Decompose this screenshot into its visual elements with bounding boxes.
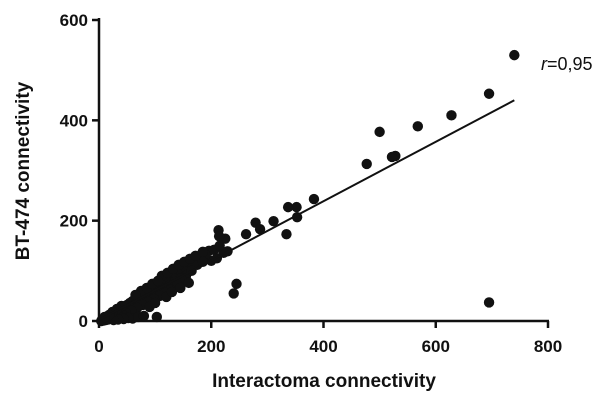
- x-axis-title: Interactoma connectivity: [212, 371, 436, 392]
- data-point: [175, 282, 186, 294]
- y-tick-label: 200: [60, 212, 88, 231]
- data-point: [149, 297, 161, 309]
- data-point: [509, 49, 520, 61]
- data-point: [151, 311, 163, 323]
- data-point: [268, 215, 279, 227]
- data-point: [254, 223, 266, 235]
- correlation-annotation: r=0,95: [541, 54, 593, 74]
- data-point: [228, 288, 239, 299]
- data-point: [213, 231, 225, 242]
- data-point: [197, 246, 209, 257]
- axis-labels: 0 200 400 600 800 0 200 400 600: [60, 11, 563, 356]
- correlation-value: =0,95: [547, 54, 593, 74]
- y-tick-label: 600: [60, 11, 88, 30]
- y-tick-label: 400: [60, 111, 88, 130]
- data-point: [412, 121, 423, 132]
- data-point: [166, 286, 178, 298]
- data-point: [483, 88, 495, 99]
- data-point: [240, 229, 252, 240]
- data-point: [308, 193, 320, 205]
- data-point: [183, 277, 194, 289]
- data-point: [130, 289, 141, 301]
- regression-line: [98, 99, 515, 321]
- data-point: [282, 201, 294, 213]
- data-point: [361, 158, 372, 170]
- y-tick-label: 0: [79, 312, 88, 331]
- x-tick-label: 800: [534, 337, 562, 356]
- data-points: [96, 49, 520, 327]
- regression-line-group: [98, 99, 515, 321]
- data-point: [281, 229, 292, 240]
- x-tick-label: 200: [197, 337, 225, 356]
- correlation-symbol: r: [541, 54, 548, 74]
- data-point: [374, 126, 385, 138]
- data-point: [386, 151, 398, 163]
- y-axis-title: BT-474 connectivity: [13, 81, 34, 260]
- x-tick-label: 400: [309, 337, 337, 356]
- axes: [92, 18, 550, 328]
- data-point: [152, 275, 164, 287]
- data-point: [138, 310, 150, 322]
- data-point: [483, 297, 495, 308]
- data-point: [446, 110, 457, 121]
- x-tick-label: 0: [94, 337, 103, 356]
- data-point: [231, 278, 242, 290]
- data-point: [291, 201, 302, 213]
- data-point: [214, 240, 225, 251]
- x-tick-label: 600: [422, 337, 450, 356]
